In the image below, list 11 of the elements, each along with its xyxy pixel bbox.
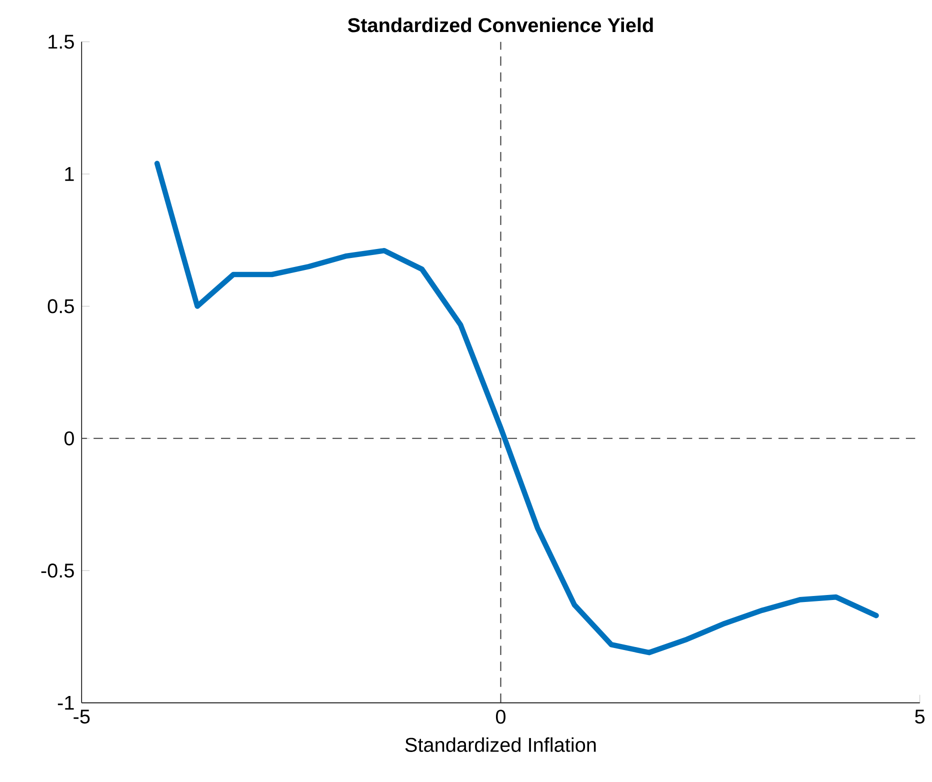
y-tick-label: 1: [65, 166, 74, 181]
y-tick-label: -0.5: [41, 563, 74, 578]
chart-title: Standardized Convenience Yield: [348, 17, 653, 32]
y-tick-label: 0: [64, 431, 74, 446]
x-axis-title: Standardized Inflation: [405, 737, 596, 752]
x-tick-label: 0: [496, 709, 506, 724]
x-tick-label: -5: [74, 709, 90, 724]
y-tick-label: 0.5: [48, 298, 74, 314]
y-tick-label: -1: [58, 696, 74, 710]
y-tick-label: 1.5: [48, 34, 74, 49]
x-tick-label: 5: [915, 709, 925, 724]
